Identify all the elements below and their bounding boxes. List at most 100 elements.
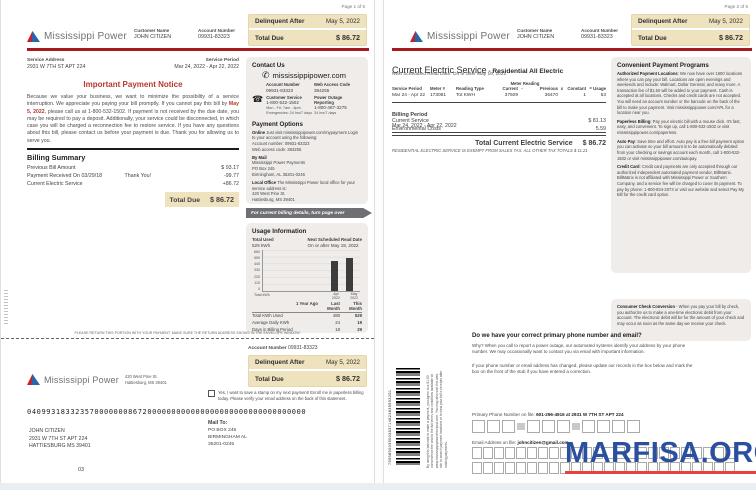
entry-cell[interactable] bbox=[527, 420, 540, 433]
chart-y-axis: 660 550 440 330 220 110 0 bbox=[254, 250, 262, 292]
program-lead: Authorized Payment Locations bbox=[617, 71, 678, 76]
delinquent-after-date: May 5, 2022 bbox=[325, 18, 360, 25]
contact-account-value: 09931-83323 bbox=[266, 87, 294, 93]
local-office-line2: Hattiesburg, MS 39401 bbox=[252, 197, 295, 203]
entry-cell[interactable] bbox=[703, 447, 713, 459]
entry-cell[interactable] bbox=[681, 447, 691, 459]
entry-cell[interactable] bbox=[597, 420, 610, 433]
delinquent-after-date: May 5, 2022 bbox=[708, 18, 743, 25]
entry-cell[interactable] bbox=[494, 447, 504, 459]
mail-to-line: PO BOX 245 bbox=[208, 427, 237, 433]
entry-cell[interactable] bbox=[637, 447, 647, 459]
email-entry-row[interactable] bbox=[472, 447, 735, 459]
th: Previous bbox=[539, 86, 558, 91]
td: 37509 bbox=[504, 93, 518, 99]
service-period-block: Service Period Mar 24, 2022 - Apr 22, 20… bbox=[174, 58, 239, 70]
section-title: Current Electric Service bbox=[392, 65, 487, 75]
entry-cell[interactable] bbox=[542, 420, 555, 433]
brand-header: Mississippi Power bbox=[27, 31, 127, 42]
entry-cell[interactable] bbox=[648, 447, 658, 459]
service-period-value: Mar 24, 2022 - Apr 22, 2022 bbox=[174, 64, 239, 70]
email-entry-row[interactable] bbox=[472, 462, 735, 474]
entry-cell[interactable] bbox=[516, 462, 526, 474]
entry-cell[interactable] bbox=[670, 447, 680, 459]
cell: 480 bbox=[332, 313, 340, 319]
entry-cell[interactable] bbox=[527, 462, 537, 474]
th: - bbox=[521, 86, 523, 91]
entry-cell[interactable] bbox=[626, 447, 636, 459]
entry-cell[interactable] bbox=[714, 447, 724, 459]
row-label: Average Daily KWh bbox=[252, 320, 290, 326]
entry-cell[interactable] bbox=[538, 462, 548, 474]
program-text: : Credit card payments are only accepted… bbox=[617, 164, 745, 198]
entry-cell[interactable] bbox=[560, 462, 570, 474]
addr-line: JOHN CITIZEN bbox=[29, 428, 65, 434]
entry-cell[interactable] bbox=[505, 447, 515, 459]
entry-cell[interactable] bbox=[557, 420, 570, 433]
outage-hours: 24 hrs/7 days bbox=[314, 110, 337, 115]
customer-service-phone: 1-800-532-1502 bbox=[266, 100, 299, 105]
paperless-checkbox[interactable] bbox=[208, 390, 215, 397]
billing-period-block: Billing Period Mar 24, 2022 - Apr 22, 20… bbox=[392, 103, 606, 133]
billing-total-label: Total Due bbox=[169, 196, 201, 204]
entry-cell[interactable] bbox=[538, 447, 548, 459]
entry-cell[interactable] bbox=[593, 447, 603, 459]
entry-cell[interactable] bbox=[527, 447, 537, 459]
charges-block: Current Service $ 81.13 Environmental Co… bbox=[392, 117, 606, 147]
account-number-field: Account Number 09931-83323 bbox=[198, 28, 235, 40]
entry-cell[interactable] bbox=[472, 447, 482, 459]
program-lead: Credit Card bbox=[617, 164, 640, 170]
entry-cell[interactable] bbox=[627, 420, 640, 433]
entry-cell[interactable] bbox=[571, 447, 581, 459]
entry-cell[interactable] bbox=[692, 447, 702, 459]
mail-to-line: 35201-0245 bbox=[208, 441, 235, 447]
entry-cell[interactable] bbox=[483, 462, 493, 474]
td: 1 bbox=[583, 93, 586, 99]
page-number: Page 2 of 5 bbox=[724, 4, 749, 9]
entry-cell[interactable] bbox=[487, 420, 500, 433]
entry-cell[interactable] bbox=[604, 447, 614, 459]
entry-cell[interactable] bbox=[612, 420, 625, 433]
phone-on-file-label: Primary Phone Number on file: bbox=[472, 412, 535, 417]
entry-cell[interactable] bbox=[659, 447, 669, 459]
phone-digit-group[interactable] bbox=[582, 420, 640, 433]
meter-table-row: Mar 24 - Apr 22 173081 Tot KWH 37509 364… bbox=[392, 92, 606, 103]
outage-phone: 1-800-487-3275 bbox=[314, 105, 347, 110]
entry-cell[interactable] bbox=[494, 462, 504, 474]
entry-cell[interactable] bbox=[472, 462, 482, 474]
phone-digit-group[interactable] bbox=[472, 420, 515, 433]
entry-cell[interactable] bbox=[615, 447, 625, 459]
entry-cell[interactable] bbox=[582, 420, 595, 433]
mail-to-label: Mail To: bbox=[208, 420, 228, 426]
entry-cell[interactable] bbox=[560, 447, 570, 459]
total-due-row: Total Due $ 86.72 bbox=[249, 28, 366, 45]
billing-row-note bbox=[125, 165, 182, 173]
entry-cell[interactable] bbox=[472, 420, 485, 433]
entry-cell[interactable] bbox=[725, 447, 735, 459]
cell: 529 bbox=[354, 313, 362, 319]
bill-page-2: Page 2 of 5 Delinquent After May 5, 2022… bbox=[383, 0, 756, 490]
entry-cell[interactable] bbox=[505, 462, 515, 474]
td bbox=[518, 92, 526, 99]
entry-cell[interactable] bbox=[502, 420, 515, 433]
phone-digit-group[interactable] bbox=[527, 420, 570, 433]
entry-cell[interactable] bbox=[549, 462, 559, 474]
rotary-phone-icon: ✆ bbox=[262, 70, 270, 80]
mail-line3: Birmingham, AL 35201-0245 bbox=[252, 171, 305, 177]
usage-title: Usage Information bbox=[252, 228, 307, 235]
entry-cell[interactable] bbox=[483, 447, 493, 459]
entry-cell[interactable] bbox=[582, 447, 592, 459]
contact-us-panel: Contact Us ✆ mississippipower.com Accoun… bbox=[246, 57, 368, 204]
entry-cell[interactable] bbox=[516, 447, 526, 459]
check-conversion-text: Consumer Check Conversion - When you pay… bbox=[617, 304, 745, 326]
email-on-file-value: johncitizen@gmail.com bbox=[517, 440, 569, 445]
brand-name: Mississippi Power bbox=[44, 31, 127, 42]
usage-table-row: Total KWh Used 480 529 bbox=[252, 313, 362, 320]
barcode-number: 790589003500363714823835993251 bbox=[388, 389, 392, 465]
barcode-disclaimer: By using this barcode to make a payment,… bbox=[426, 370, 448, 469]
payment-programs-panel: Convenient Payment Programs Authorized P… bbox=[611, 57, 751, 273]
x-tick-may: May 2022 bbox=[350, 291, 358, 300]
customer-name-field: Customer Name JOHN CITIZEN bbox=[134, 28, 171, 40]
entry-cell[interactable] bbox=[549, 447, 559, 459]
payment-options-title: Payment Options bbox=[252, 120, 303, 128]
